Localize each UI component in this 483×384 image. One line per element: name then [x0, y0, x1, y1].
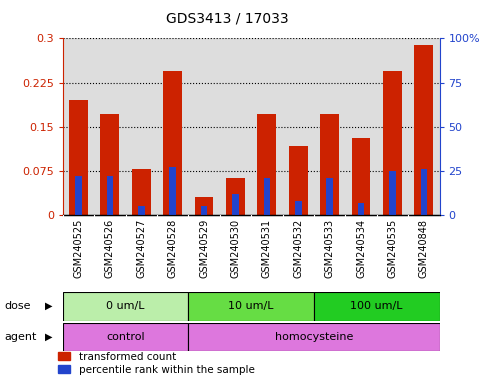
- Bar: [257, 114, 276, 215]
- Bar: [63, 323, 188, 351]
- Bar: [163, 71, 182, 215]
- Bar: [327, 178, 333, 215]
- Text: GSM240526: GSM240526: [105, 219, 115, 278]
- Bar: [63, 292, 188, 321]
- Bar: [201, 206, 207, 215]
- Text: agent: agent: [5, 332, 37, 342]
- Text: 10 um/L: 10 um/L: [228, 301, 274, 311]
- Text: GSM240530: GSM240530: [230, 219, 241, 278]
- Bar: [226, 178, 245, 215]
- Text: GSM240534: GSM240534: [356, 219, 366, 278]
- Bar: [314, 292, 440, 321]
- Text: GSM240527: GSM240527: [136, 219, 146, 278]
- Text: ▶: ▶: [44, 332, 52, 342]
- Bar: [100, 114, 119, 215]
- Text: dose: dose: [5, 301, 31, 311]
- Text: GSM240533: GSM240533: [325, 219, 335, 278]
- Text: 0 um/L: 0 um/L: [106, 301, 145, 311]
- Bar: [414, 45, 433, 215]
- Bar: [188, 292, 314, 321]
- Text: control: control: [106, 332, 145, 342]
- Bar: [170, 167, 176, 215]
- Bar: [107, 176, 113, 215]
- Legend: transformed count, percentile rank within the sample: transformed count, percentile rank withi…: [54, 348, 258, 379]
- Text: ▶: ▶: [44, 301, 52, 311]
- Bar: [358, 203, 364, 215]
- Bar: [295, 201, 301, 215]
- Text: GSM240848: GSM240848: [419, 219, 429, 278]
- Text: GSM240529: GSM240529: [199, 219, 209, 278]
- Bar: [195, 197, 213, 215]
- Bar: [132, 169, 151, 215]
- Text: GDS3413 / 17033: GDS3413 / 17033: [166, 12, 288, 25]
- Text: homocysteine: homocysteine: [275, 332, 353, 342]
- Text: GSM240535: GSM240535: [387, 219, 398, 278]
- Bar: [75, 176, 82, 215]
- Text: GSM240528: GSM240528: [168, 219, 178, 278]
- Bar: [289, 146, 308, 215]
- Bar: [383, 71, 402, 215]
- Bar: [232, 194, 239, 215]
- Text: GSM240532: GSM240532: [293, 219, 303, 278]
- Bar: [69, 100, 88, 215]
- Bar: [352, 139, 370, 215]
- Bar: [421, 169, 427, 215]
- Bar: [320, 114, 339, 215]
- Text: GSM240531: GSM240531: [262, 219, 272, 278]
- Bar: [264, 178, 270, 215]
- Text: GSM240525: GSM240525: [73, 219, 84, 278]
- Bar: [389, 171, 396, 215]
- Text: 100 um/L: 100 um/L: [351, 301, 403, 311]
- Bar: [138, 206, 144, 215]
- Bar: [188, 323, 440, 351]
